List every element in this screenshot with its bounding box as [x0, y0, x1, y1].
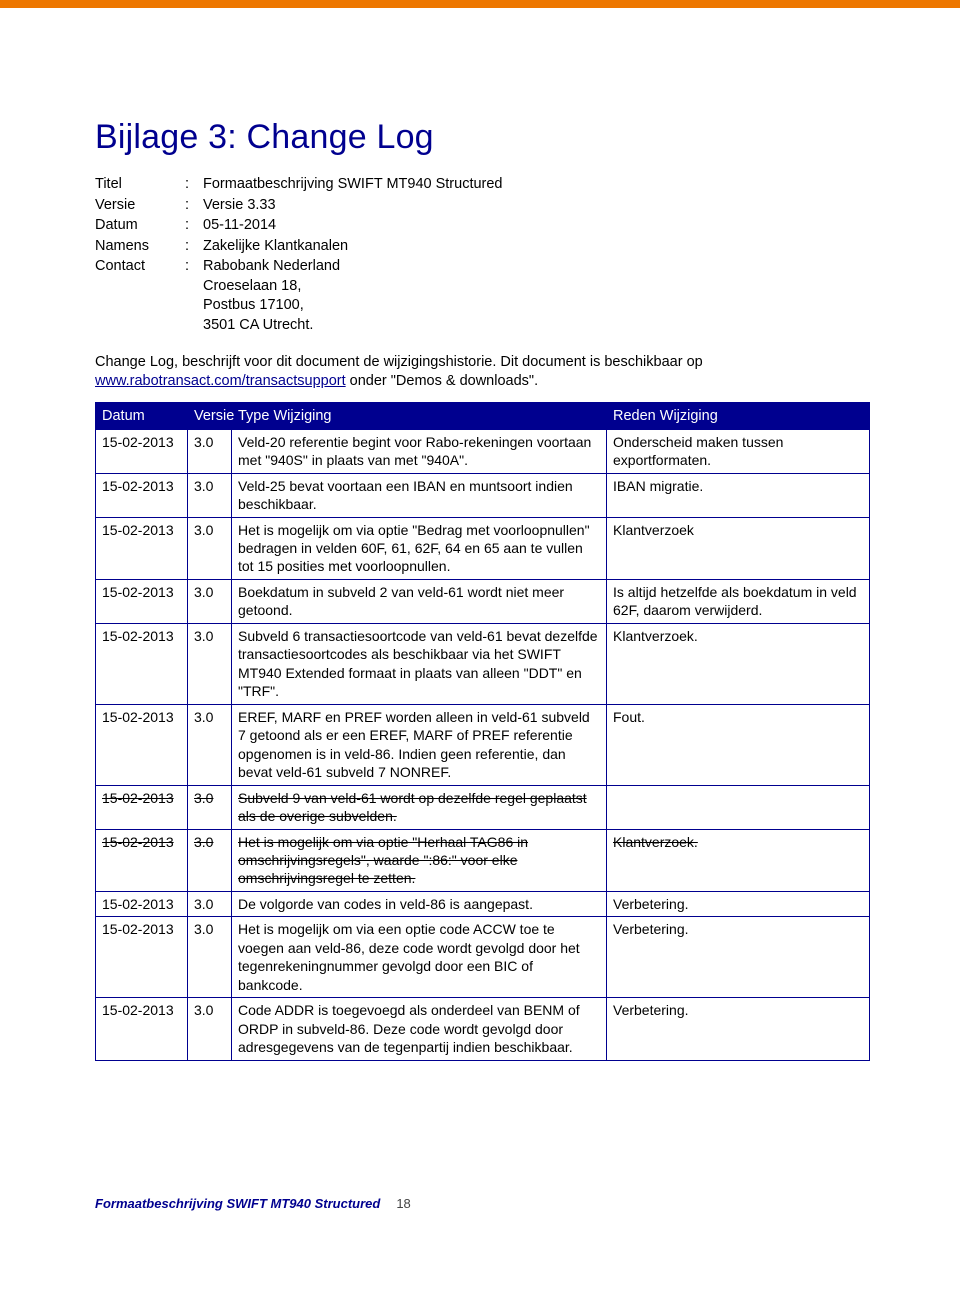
cell-type: Veld-20 referentie begint voor Rabo-reke… [232, 429, 607, 473]
cell-date: 15-02-2013 [96, 517, 188, 579]
cell-versie: 3.0 [188, 785, 232, 829]
cell-type: Het is mogelijk om via een optie code AC… [232, 917, 607, 998]
table-row: 15-02-20133.0Het is mogelijk om via opti… [96, 517, 870, 579]
cell-reason: IBAN migratie. [607, 473, 870, 517]
intro-text-2: onder "Demos & downloads". [346, 373, 538, 389]
change-log-table: Datum Versie Type Wijziging Reden Wijzig… [95, 402, 870, 1061]
table-row: 15-02-20133.0EREF, MARF en PREF worden a… [96, 704, 870, 785]
col-reason: Reden Wijziging [607, 402, 870, 429]
col-versie: Versie [188, 402, 232, 429]
table-row: 15-02-20133.0Het is mogelijk om via een … [96, 917, 870, 998]
cell-versie: 3.0 [188, 429, 232, 473]
page-footer: Formaatbeschrijving SWIFT MT940 Structur… [0, 1196, 960, 1241]
cell-type: Code ADDR is toegevoegd als onderdeel va… [232, 998, 607, 1060]
meta-label: Datum [95, 216, 185, 237]
cell-versie: 3.0 [188, 891, 232, 916]
table-row: 15-02-20133.0Code ADDR is toegevoegd als… [96, 998, 870, 1060]
cell-date: 15-02-2013 [96, 623, 188, 704]
cell-reason: Klantverzoek. [607, 829, 870, 891]
meta-colon: : [185, 175, 203, 196]
table-row: 15-02-20133.0Subveld 6 transactiesoortco… [96, 623, 870, 704]
page-title: Bijlage 3: Change Log [95, 118, 870, 157]
cell-reason: Verbetering. [607, 917, 870, 998]
meta-colon: : [185, 216, 203, 237]
meta-label: Versie [95, 196, 185, 217]
intro-paragraph: Change Log, beschrijft voor dit document… [95, 353, 870, 392]
cell-versie: 3.0 [188, 917, 232, 998]
top-accent-bar [0, 0, 960, 8]
cell-versie: 3.0 [188, 473, 232, 517]
meta-colon: : [185, 257, 203, 336]
meta-row: Versie:Versie 3.33 [95, 196, 503, 217]
cell-date: 15-02-2013 [96, 829, 188, 891]
table-row: 15-02-20133.0Boekdatum in subveld 2 van … [96, 579, 870, 623]
table-row: 15-02-20133.0De volgorde van codes in ve… [96, 891, 870, 916]
meta-colon: : [185, 237, 203, 258]
meta-label: Titel [95, 175, 185, 196]
intro-text-1: Change Log, beschrijft voor dit document… [95, 354, 703, 370]
meta-row: Namens:Zakelijke Klantkanalen [95, 237, 503, 258]
table-row: 15-02-20133.0Het is mogelijk om via opti… [96, 829, 870, 891]
page-content: Bijlage 3: Change Log Titel:Formaatbesch… [0, 8, 960, 1101]
cell-type: EREF, MARF en PREF worden alleen in veld… [232, 704, 607, 785]
cell-type: Subveld 9 van veld-61 wordt op dezelfde … [232, 785, 607, 829]
cell-date: 15-02-2013 [96, 917, 188, 998]
cell-versie: 3.0 [188, 998, 232, 1060]
cell-date: 15-02-2013 [96, 704, 188, 785]
cell-date: 15-02-2013 [96, 891, 188, 916]
cell-type: Boekdatum in subveld 2 van veld-61 wordt… [232, 579, 607, 623]
meta-value: Formaatbeschrijving SWIFT MT940 Structur… [203, 175, 503, 196]
meta-value: Zakelijke Klantkanalen [203, 237, 503, 258]
meta-label: Namens [95, 237, 185, 258]
cell-reason: Onderscheid maken tussen exportformaten. [607, 429, 870, 473]
meta-row: Titel:Formaatbeschrijving SWIFT MT940 St… [95, 175, 503, 196]
footer-doc-title: Formaatbeschrijving SWIFT MT940 Structur… [95, 1196, 380, 1211]
cell-reason: Verbetering. [607, 891, 870, 916]
table-row: 15-02-20133.0Veld-25 bevat voortaan een … [96, 473, 870, 517]
col-type: Type Wijziging [232, 402, 607, 429]
cell-type: Subveld 6 transactiesoortcode van veld-6… [232, 623, 607, 704]
cell-reason: Klantverzoek [607, 517, 870, 579]
meta-label: Contact [95, 257, 185, 336]
table-header-row: Datum Versie Type Wijziging Reden Wijzig… [96, 402, 870, 429]
meta-value: Rabobank Nederland Croeselaan 18, Postbu… [203, 257, 503, 336]
cell-reason [607, 785, 870, 829]
cell-versie: 3.0 [188, 579, 232, 623]
cell-versie: 3.0 [188, 704, 232, 785]
cell-reason: Is altijd hetzelfde als boekdatum in vel… [607, 579, 870, 623]
meta-colon: : [185, 196, 203, 217]
table-row: 15-02-20133.0Subveld 9 van veld-61 wordt… [96, 785, 870, 829]
cell-reason: Fout. [607, 704, 870, 785]
meta-value: Versie 3.33 [203, 196, 503, 217]
cell-versie: 3.0 [188, 623, 232, 704]
cell-versie: 3.0 [188, 829, 232, 891]
cell-type: De volgorde van codes in veld-86 is aang… [232, 891, 607, 916]
intro-link[interactable]: www.rabotransact.com/transactsupport [95, 373, 346, 389]
cell-date: 15-02-2013 [96, 785, 188, 829]
meta-row: Contact:Rabobank Nederland Croeselaan 18… [95, 257, 503, 336]
cell-date: 15-02-2013 [96, 998, 188, 1060]
cell-date: 15-02-2013 [96, 473, 188, 517]
cell-reason: Verbetering. [607, 998, 870, 1060]
cell-date: 15-02-2013 [96, 579, 188, 623]
footer-page-number: 18 [396, 1196, 410, 1211]
meta-value: 05-11-2014 [203, 216, 503, 237]
cell-type: Het is mogelijk om via optie "Bedrag met… [232, 517, 607, 579]
cell-type: Het is mogelijk om via optie "Herhaal TA… [232, 829, 607, 891]
cell-type: Veld-25 bevat voortaan een IBAN en munts… [232, 473, 607, 517]
table-row: 15-02-20133.0Veld-20 referentie begint v… [96, 429, 870, 473]
col-date: Datum [96, 402, 188, 429]
cell-reason: Klantverzoek. [607, 623, 870, 704]
cell-versie: 3.0 [188, 517, 232, 579]
cell-date: 15-02-2013 [96, 429, 188, 473]
meta-row: Datum:05-11-2014 [95, 216, 503, 237]
meta-table: Titel:Formaatbeschrijving SWIFT MT940 St… [95, 175, 503, 337]
